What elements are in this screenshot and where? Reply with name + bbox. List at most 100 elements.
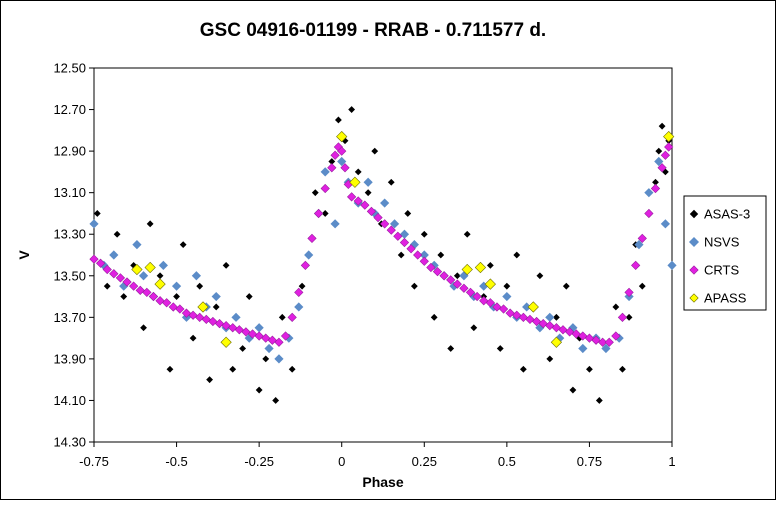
- data-point: [660, 150, 671, 160]
- data-point: [545, 312, 555, 322]
- data-point: [437, 251, 445, 259]
- data-point: [638, 282, 646, 290]
- data-point: [502, 291, 512, 302]
- x-tick-label: -0.5: [165, 454, 187, 469]
- data-point: [619, 365, 626, 373]
- data-point: [410, 282, 418, 290]
- data-point: [634, 240, 644, 250]
- data-point: [419, 256, 429, 266]
- data-point: [122, 277, 132, 287]
- data-point: [393, 231, 403, 241]
- data-point: [278, 313, 286, 321]
- data-point: [220, 336, 232, 348]
- y-tick-label: 13.50: [53, 268, 86, 283]
- data-point: [363, 177, 373, 187]
- data-point: [175, 304, 185, 314]
- data-point: [313, 208, 324, 219]
- data-point: [234, 325, 244, 335]
- data-point: [349, 176, 361, 188]
- data-point: [389, 219, 400, 229]
- data-point: [120, 293, 128, 300]
- data-point: [432, 266, 443, 277]
- data-point: [346, 192, 357, 202]
- data-point: [380, 198, 390, 208]
- data-point: [644, 188, 654, 198]
- data-point: [179, 241, 187, 249]
- data-point: [658, 122, 666, 130]
- data-point: [311, 189, 319, 197]
- data-point: [624, 287, 634, 298]
- data-point: [419, 250, 429, 260]
- data-point: [631, 260, 641, 271]
- data-points: [89, 106, 677, 404]
- series-crts: [89, 142, 674, 347]
- data-point: [231, 312, 241, 322]
- data-point: [89, 219, 99, 229]
- data-point: [447, 345, 455, 352]
- data-point: [148, 291, 159, 302]
- data-point: [568, 323, 578, 333]
- data-point: [354, 168, 362, 176]
- data-point: [337, 146, 347, 156]
- data-point: [298, 282, 306, 290]
- data-point: [158, 260, 168, 270]
- x-tick-label: -0.25: [244, 454, 274, 469]
- data-point: [426, 262, 436, 273]
- y-tick-label: 13.30: [53, 227, 86, 242]
- data-point: [598, 337, 608, 347]
- data-point: [660, 219, 670, 229]
- data-point: [173, 293, 180, 300]
- data-point: [89, 254, 99, 264]
- data-point: [569, 386, 577, 394]
- data-point: [171, 281, 182, 291]
- data-point: [527, 301, 539, 313]
- plot-area: [93, 67, 673, 443]
- data-point: [328, 158, 336, 165]
- data-point: [221, 321, 231, 331]
- legend-marker: [689, 209, 699, 219]
- x-tick-label: 1: [668, 454, 675, 469]
- y-tick-label: 14.10: [53, 393, 86, 408]
- data-point: [650, 183, 661, 194]
- data-point: [330, 150, 340, 160]
- data-point: [300, 260, 311, 271]
- data-point: [486, 261, 494, 269]
- legend-box: [683, 195, 767, 311]
- data-point: [321, 210, 329, 217]
- data-point: [255, 386, 263, 394]
- data-point: [663, 130, 675, 143]
- y-tick-label: 13.70: [53, 310, 86, 325]
- data-point: [254, 323, 264, 333]
- x-tick-label: 0.25: [412, 454, 437, 469]
- y-tick-label: 12.50: [53, 61, 86, 76]
- legend-marker: [689, 237, 699, 247]
- legend: ASAS-3 NSVS CRTS APASS: [683, 195, 767, 311]
- data-point: [614, 333, 624, 343]
- data-point: [513, 251, 521, 259]
- data-point: [637, 233, 647, 244]
- data-point: [113, 230, 121, 238]
- data-point: [284, 333, 294, 343]
- data-point: [191, 271, 201, 281]
- chart-title: GSC 04916-01199 - RRAB - 0.711577 d.: [200, 20, 546, 41]
- data-point: [348, 106, 356, 113]
- data-point: [287, 312, 297, 322]
- data-point: [294, 302, 304, 312]
- y-tick-label: 13.90: [53, 351, 86, 366]
- data-point: [470, 324, 478, 332]
- data-point: [364, 189, 372, 197]
- data-point: [244, 333, 254, 343]
- data-point: [498, 304, 509, 314]
- data-point: [652, 178, 659, 186]
- data-point: [222, 261, 230, 269]
- data-point: [115, 273, 126, 283]
- data-point: [129, 281, 139, 291]
- data-point: [536, 272, 544, 280]
- data-point: [99, 260, 109, 270]
- data-point: [162, 298, 172, 308]
- data-point: [496, 345, 504, 352]
- data-point: [239, 345, 247, 352]
- data-point: [578, 343, 588, 354]
- data-point: [336, 130, 348, 143]
